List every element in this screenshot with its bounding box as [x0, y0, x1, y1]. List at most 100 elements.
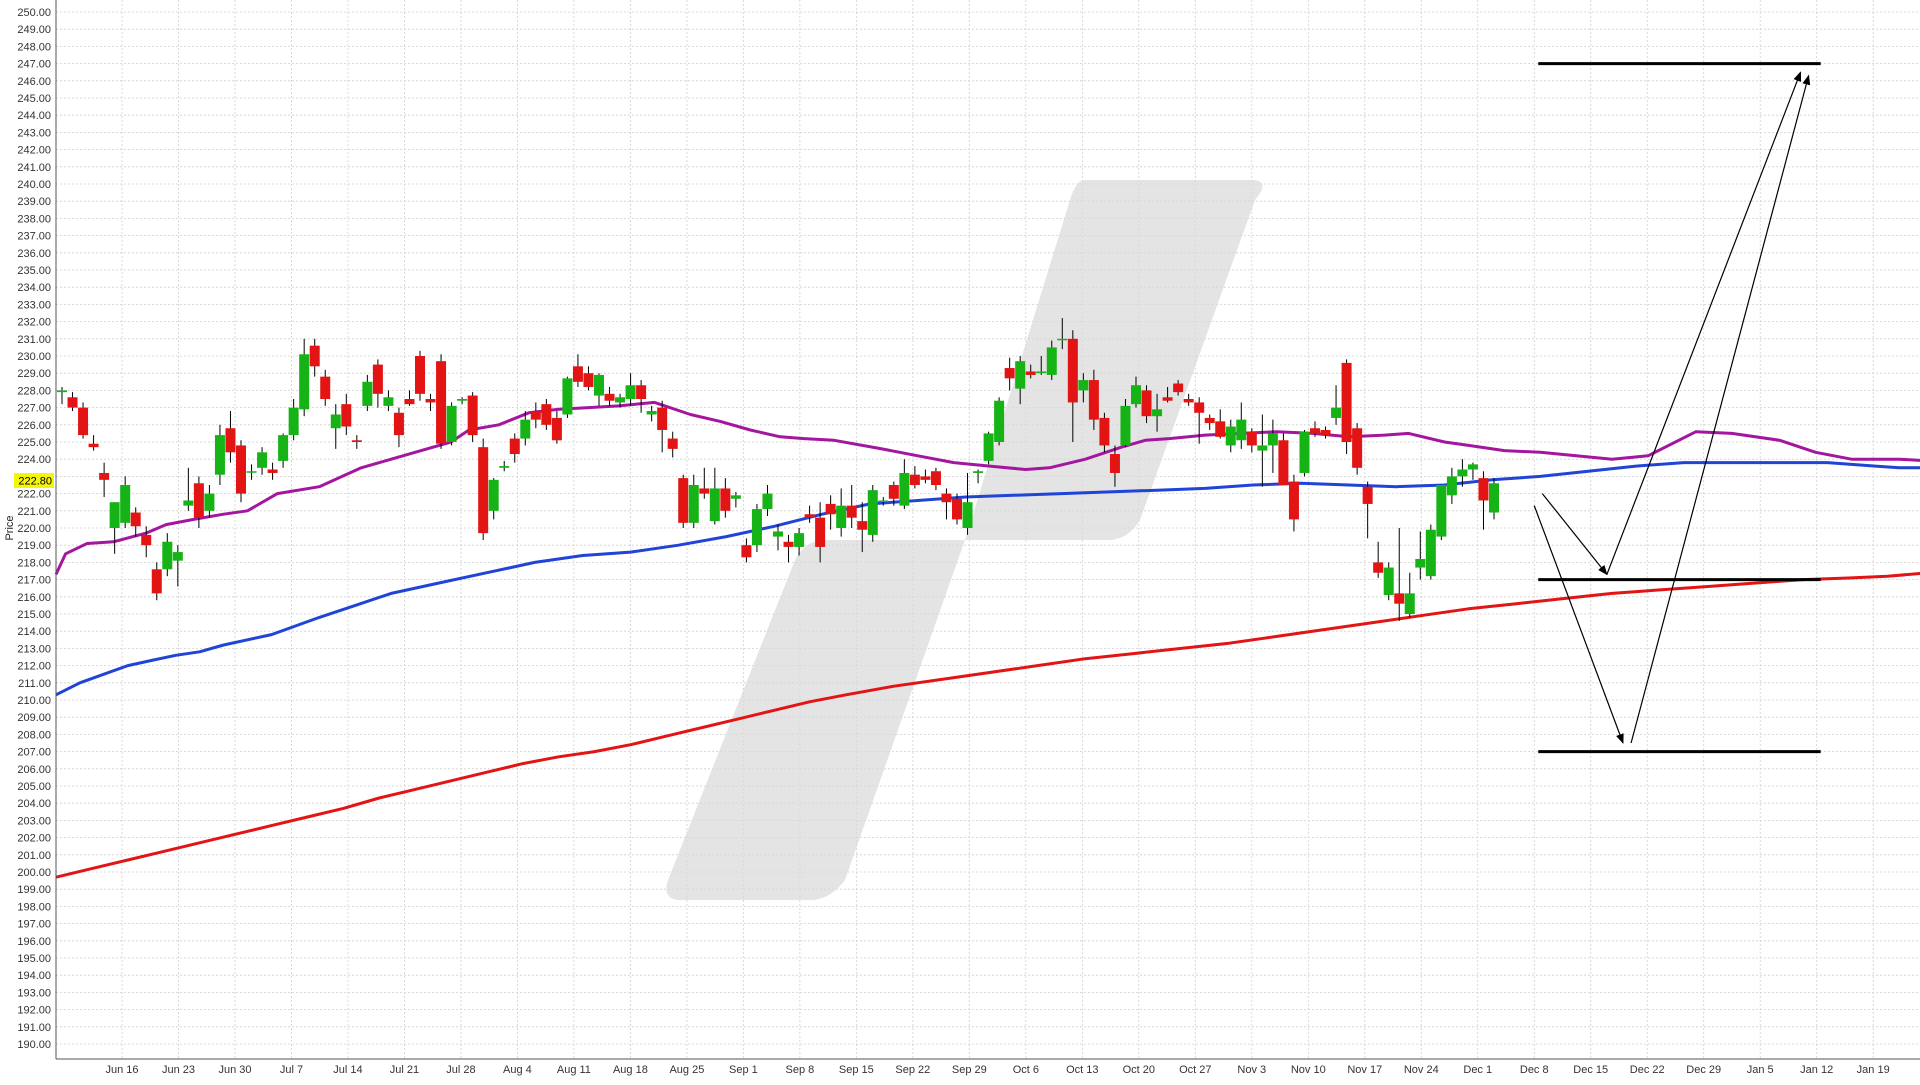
candle — [888, 481, 899, 506]
candle-body — [994, 400, 1005, 442]
x-tick-labels: Jun 16 Jun 23 Jun 30 Jul 7 Jul 14 Jul 21 Jul 2… — [105, 1064, 1889, 1076]
y-tick-label: 230.00 — [17, 351, 51, 363]
candle-body — [688, 485, 699, 523]
candle-body — [1152, 409, 1163, 417]
candle-body — [1362, 486, 1373, 504]
x-tick-label: Aug 11 — [557, 1064, 591, 1076]
candle-body — [288, 407, 299, 436]
candle-body — [1078, 380, 1089, 391]
candle-body — [67, 397, 78, 408]
candle-body — [393, 412, 404, 436]
candle — [225, 411, 236, 463]
candle — [594, 373, 604, 406]
price-marker-label: 222.80 — [18, 476, 52, 488]
candle — [204, 485, 215, 518]
candle — [393, 407, 404, 448]
candle-body — [478, 447, 489, 534]
candles — [57, 318, 1499, 621]
candle-body — [973, 471, 984, 473]
candle-body — [888, 485, 899, 499]
candle-body — [1267, 433, 1278, 446]
candle-body — [520, 419, 531, 439]
y-tick-label: 210.00 — [17, 695, 51, 707]
y-tick-label: 200.00 — [17, 867, 51, 879]
candle — [120, 476, 131, 528]
candle-body — [857, 521, 868, 530]
candle-body — [204, 493, 215, 511]
y-tick-label: 233.00 — [17, 299, 51, 311]
y-tick-label: 244.00 — [17, 110, 51, 122]
candle-body — [562, 378, 573, 415]
candle-body — [1067, 338, 1078, 403]
candle-body — [457, 399, 468, 401]
candle-body — [1436, 485, 1447, 537]
candle — [330, 404, 341, 449]
y-tick-label: 234.00 — [17, 282, 51, 294]
candle — [1394, 528, 1405, 621]
candle — [846, 485, 857, 528]
candle — [1320, 426, 1331, 439]
x-tick-label: Jan 12 — [1800, 1064, 1833, 1076]
y-tick-label: 192.00 — [17, 1005, 51, 1017]
x-tick-label: Nov 17 — [1347, 1064, 1382, 1076]
candle — [1225, 419, 1236, 453]
candle — [1478, 471, 1489, 530]
y-tick-label: 193.00 — [17, 987, 51, 999]
candle-body — [1446, 476, 1457, 496]
candle — [541, 399, 552, 430]
x-tick-label: Sep 29 — [952, 1064, 987, 1076]
candle — [646, 405, 657, 422]
x-tick-label: Oct 13 — [1066, 1064, 1098, 1076]
y-tick-label: 229.00 — [17, 368, 51, 380]
candle — [1425, 524, 1436, 580]
candle — [815, 502, 826, 563]
candle-body — [1257, 445, 1268, 451]
candle — [1341, 359, 1352, 455]
candle-body — [320, 376, 331, 399]
candle-body — [1004, 368, 1015, 379]
candle — [583, 366, 594, 391]
candle-body — [730, 495, 741, 499]
y-tick-label: 214.00 — [17, 626, 51, 638]
y-tick-label: 231.00 — [17, 334, 51, 346]
candle — [457, 397, 468, 405]
y-tick-label: 242.00 — [17, 145, 51, 157]
candle — [1446, 467, 1457, 504]
candle-body — [1036, 371, 1047, 374]
candle-body — [214, 435, 225, 475]
candle — [499, 460, 510, 472]
candle-body — [1194, 402, 1205, 413]
candle-body — [909, 474, 920, 485]
candle — [1057, 318, 1068, 350]
candle-body — [646, 411, 657, 415]
candle — [309, 338, 320, 377]
candle — [1025, 364, 1036, 379]
candle — [1183, 393, 1194, 406]
candle — [67, 392, 78, 412]
watermark-logo-shape — [666, 180, 1263, 900]
candle-body — [1057, 338, 1068, 341]
candle-body — [920, 476, 931, 480]
candle — [867, 485, 878, 542]
candle — [383, 390, 394, 412]
candle-body — [541, 404, 552, 425]
y-tick-label: 191.00 — [17, 1022, 51, 1034]
candle-body — [899, 472, 910, 506]
x-tick-label: Jun 23 — [162, 1064, 195, 1076]
candle-body — [1478, 478, 1489, 501]
candle — [1299, 429, 1310, 477]
projection-arrow — [1606, 71, 1802, 575]
candle-body — [425, 399, 436, 403]
y-tick-label: 211.00 — [18, 678, 51, 690]
candle-body — [330, 414, 341, 429]
candle — [530, 402, 541, 429]
candle-body — [836, 505, 847, 528]
x-tick-label: Jan 19 — [1857, 1064, 1890, 1076]
candle — [299, 338, 310, 417]
projection-arrow — [1533, 505, 1624, 744]
candle — [941, 488, 952, 520]
candle-body — [762, 493, 773, 510]
candle-body — [604, 393, 615, 401]
candle — [983, 431, 994, 465]
y-tick-label: 238.00 — [17, 213, 51, 225]
